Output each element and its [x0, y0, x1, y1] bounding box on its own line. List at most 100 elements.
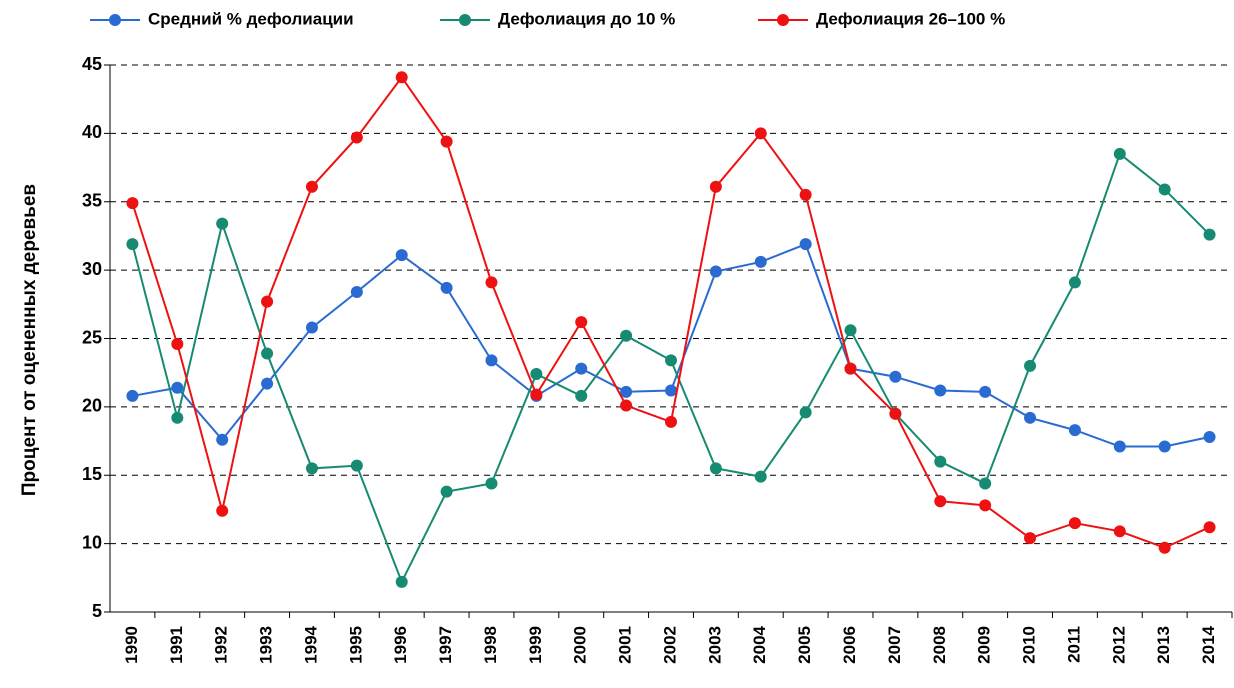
data-point	[1203, 430, 1216, 443]
x-tick-label: 2012	[1109, 626, 1128, 664]
data-point	[261, 295, 274, 308]
data-point	[665, 354, 677, 367]
x-tick-label: 2013	[1154, 626, 1173, 664]
data-point	[934, 455, 947, 468]
data-point	[485, 354, 498, 367]
data-point	[1113, 525, 1126, 538]
x-tick-label: 1990	[122, 626, 141, 664]
data-point	[799, 188, 812, 201]
legend-label: Дефолиация 26–100 %	[816, 9, 1005, 28]
x-tick-label: 2011	[1064, 626, 1083, 663]
data-point	[305, 180, 318, 193]
x-tick-label: 2007	[885, 626, 904, 664]
x-tick-label: 2002	[660, 626, 679, 664]
data-point	[1024, 359, 1037, 372]
data-point	[1068, 276, 1081, 289]
data-point	[305, 462, 318, 475]
data-point	[575, 316, 588, 329]
data-point	[1113, 147, 1126, 160]
legend-label: Средний % дефолиации	[148, 9, 354, 28]
x-tick-label: 1998	[481, 626, 500, 664]
data-point	[171, 381, 184, 394]
data-point	[126, 197, 139, 210]
y-tick-label: 40	[82, 122, 102, 142]
data-point	[979, 477, 992, 490]
x-tick-label: 1995	[346, 626, 365, 664]
data-point	[934, 384, 947, 397]
data-point	[395, 249, 408, 262]
data-point	[754, 127, 767, 140]
x-tick-label: 2001	[616, 626, 635, 664]
data-point	[395, 71, 408, 84]
data-point	[530, 368, 543, 381]
legend-label: Дефолиация до 10 %	[498, 9, 675, 28]
y-tick-label: 5	[92, 601, 102, 621]
data-point	[620, 399, 633, 412]
data-point	[485, 477, 498, 490]
data-point	[1024, 532, 1037, 545]
x-tick-label: 1999	[526, 626, 545, 664]
data-point	[530, 388, 543, 401]
data-point	[889, 370, 902, 383]
data-point	[1068, 424, 1081, 437]
x-tick-label: 2008	[930, 626, 949, 664]
x-tick-label: 2003	[705, 626, 724, 664]
data-point	[350, 131, 363, 144]
y-tick-label: 15	[82, 464, 102, 484]
data-point	[844, 324, 857, 337]
data-point	[979, 499, 992, 512]
data-point	[126, 389, 139, 402]
data-point	[216, 217, 229, 230]
data-point	[889, 407, 902, 420]
data-point	[261, 377, 274, 390]
data-point	[844, 362, 857, 375]
data-point	[1158, 183, 1171, 196]
x-tick-label: 1991	[167, 626, 186, 664]
x-tick-label: 1996	[391, 626, 410, 664]
data-point	[1113, 440, 1126, 453]
data-point	[754, 470, 767, 483]
x-tick-label: 1992	[212, 626, 231, 664]
legend-marker	[777, 14, 789, 26]
x-tick-label: 2006	[840, 626, 859, 664]
series-line	[131, 152, 1211, 585]
data-point	[216, 433, 229, 446]
data-point	[1203, 521, 1216, 534]
data-point	[709, 265, 722, 278]
data-point	[799, 238, 812, 251]
data-point	[979, 385, 992, 398]
data-point	[1024, 411, 1037, 424]
x-tick-label: 1994	[301, 625, 320, 663]
data-point	[665, 384, 677, 397]
x-tick-label: 2000	[571, 626, 590, 664]
y-tick-label: 45	[82, 54, 102, 74]
data-point	[126, 238, 139, 251]
data-point	[934, 495, 947, 508]
data-point	[440, 485, 453, 498]
x-tick-label: 2004	[750, 625, 769, 663]
data-point	[1158, 440, 1171, 453]
data-point	[1158, 541, 1171, 554]
data-point	[440, 281, 453, 294]
y-tick-label: 10	[82, 532, 102, 552]
x-tick-label: 2010	[1020, 626, 1039, 664]
x-tick-label: 2005	[795, 626, 814, 664]
series-line	[131, 75, 1210, 549]
y-tick-label: 35	[82, 191, 102, 211]
data-point	[709, 462, 722, 475]
data-point	[1203, 228, 1216, 241]
data-point	[485, 276, 498, 289]
legend-marker	[459, 14, 471, 26]
x-tick-label: 1993	[257, 626, 276, 664]
y-axis-label: Процент от оцененных деревьев	[19, 184, 40, 496]
y-tick-label: 25	[82, 327, 102, 347]
data-point	[799, 406, 812, 419]
data-point	[575, 362, 588, 375]
y-tick-label: 20	[82, 396, 102, 416]
x-tick-label: 2009	[975, 626, 994, 664]
data-point	[350, 459, 363, 472]
data-point	[665, 415, 677, 428]
x-tick-label: 1997	[436, 626, 455, 664]
x-tick-label: 2014	[1199, 625, 1218, 663]
